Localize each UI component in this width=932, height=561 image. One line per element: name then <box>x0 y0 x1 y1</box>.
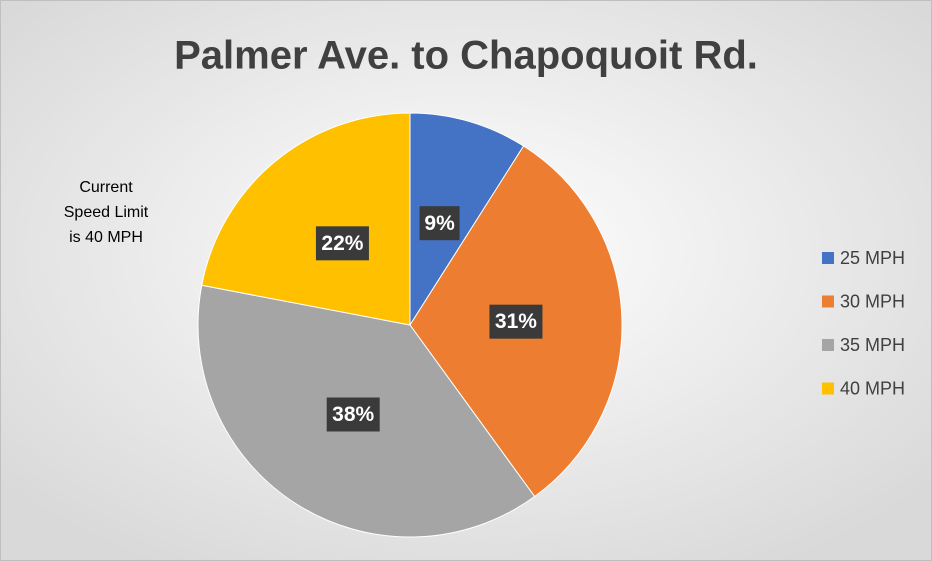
pie-slice <box>409 112 525 327</box>
legend-swatch <box>822 382 834 395</box>
legend-label: 35 MPH <box>840 335 905 355</box>
data-label-box <box>489 304 543 339</box>
chart-title: Palmer Ave. to Chapoquoit Rd. <box>174 34 758 78</box>
legend-label: 40 MPH <box>840 378 905 398</box>
data-label: 9% <box>424 212 455 235</box>
data-label: 38% <box>332 403 374 426</box>
legend-label: 30 MPH <box>840 291 905 311</box>
data-label: 31% <box>495 310 537 333</box>
pie-slice <box>201 112 411 326</box>
data-label-box <box>326 397 380 432</box>
annotation: Speed Limit <box>64 204 149 221</box>
legend-swatch <box>822 252 834 264</box>
data-label-box <box>315 226 369 261</box>
annotation: is 40 MPH <box>69 229 143 246</box>
annotation: Current <box>79 179 133 196</box>
legend-swatch <box>822 339 834 351</box>
legend-label: 25 MPH <box>840 248 905 268</box>
legend-swatch <box>822 295 834 308</box>
data-label: 22% <box>321 232 363 255</box>
data-label-box <box>419 206 460 241</box>
